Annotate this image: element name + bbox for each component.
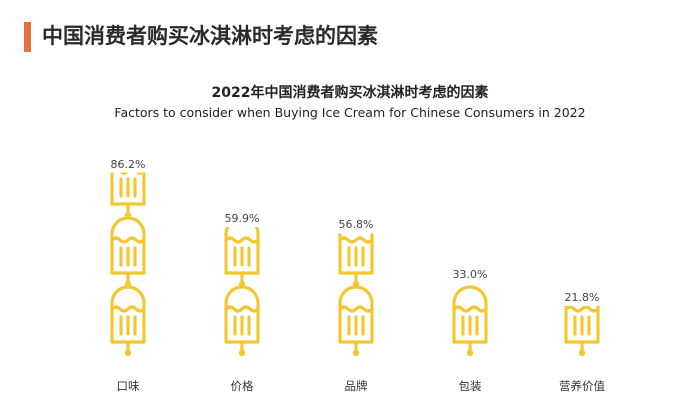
- category-label: 营养价值: [559, 379, 605, 393]
- category-label: 价格: [230, 379, 254, 393]
- category-label: 包装: [458, 379, 482, 393]
- category-label: 品牌: [344, 379, 368, 393]
- bar-3: [338, 233, 374, 357]
- data-label: 59.9%: [224, 212, 260, 225]
- bar-5: [564, 305, 600, 357]
- ice-cream-popsicle-icon: [564, 305, 600, 357]
- data-label: 56.8%: [338, 218, 374, 231]
- chart-subtitle: Factors to consider when Buying Ice Crea…: [114, 105, 586, 120]
- ice-cream-popsicle-icon: [338, 233, 374, 288]
- ice-cream-popsicle-icon: [110, 172, 146, 219]
- title-accent-bar: [24, 22, 31, 52]
- ice-cream-popsicle-icon: [110, 216, 146, 288]
- ice-cream-popsicle-icon: [338, 285, 374, 357]
- data-label: 21.8%: [564, 291, 600, 304]
- ice-cream-popsicle-icon: [110, 285, 146, 357]
- bar-2: [224, 227, 260, 357]
- bar-1: [110, 172, 146, 357]
- ice-cream-popsicle-icon: [224, 285, 260, 357]
- page-title: 中国消费者购买冰淇淋时考虑的因素: [42, 24, 378, 48]
- ice-cream-popsicle-icon: [452, 285, 488, 357]
- ice-cream-popsicle-icon: [224, 227, 260, 288]
- data-label: 33.0%: [452, 268, 488, 281]
- bar-4: [452, 285, 488, 357]
- chart-title: 2022年中国消费者购买冰淇淋时考虑的因素: [211, 85, 489, 101]
- category-label: 口味: [116, 379, 140, 393]
- data-label: 86.2%: [110, 158, 146, 171]
